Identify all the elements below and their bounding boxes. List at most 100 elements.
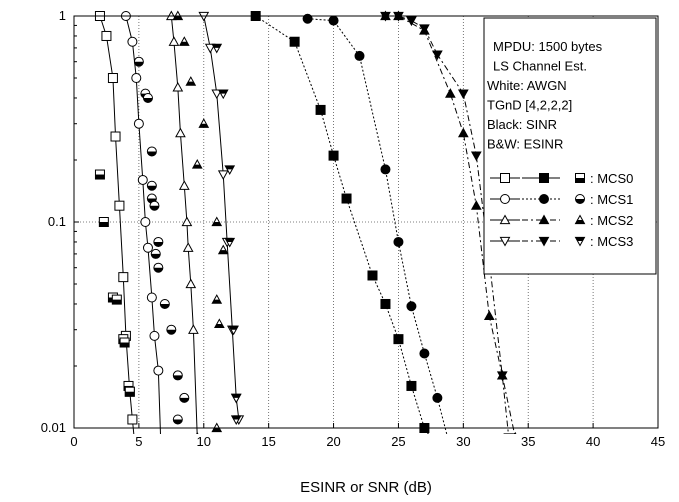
data-point (185, 278, 197, 289)
data-point (181, 216, 193, 227)
x-tick-label: 25 (391, 434, 405, 449)
data-point (114, 200, 125, 211)
x-tick-label: 10 (197, 434, 211, 449)
data-point (470, 200, 482, 210)
data-point (514, 431, 517, 434)
data-point (419, 348, 430, 359)
data-point (101, 30, 112, 41)
data-point (175, 127, 186, 138)
legend-marker-white (500, 173, 510, 183)
data-point-fill (218, 250, 228, 254)
legend-marker-white (500, 194, 510, 204)
data-point (127, 414, 138, 425)
series-mcs0-black (250, 11, 430, 434)
data-point (419, 24, 430, 34)
x-tick-label: 15 (261, 434, 275, 449)
series-mcs1-white (120, 11, 164, 434)
legend-marker-half-fill (575, 199, 585, 204)
legend: MPDU: 1500 bytes LS Channel Est. White: AW… (483, 17, 657, 275)
data-point (217, 170, 229, 181)
series-line (203, 15, 240, 420)
data-point (457, 127, 469, 138)
legend-text-line: TGnD [4,2,2,2] (487, 98, 572, 113)
data-point (140, 217, 151, 227)
data-point (406, 16, 417, 27)
axis-ticks: 0 5 10 15 20 25 30 35 40 45 0.01 0.1 1 (41, 8, 666, 449)
x-tick-label: 5 (135, 434, 142, 449)
data-point-fill (231, 394, 241, 398)
series-line (170, 15, 198, 434)
data-point (289, 36, 300, 47)
data-point (380, 298, 391, 309)
data-point (445, 88, 456, 98)
x-tick-label: 20 (326, 434, 340, 449)
data-point-fill (125, 391, 135, 397)
data-point-fill (186, 81, 196, 86)
data-point-fill (179, 41, 189, 46)
data-point-fill (151, 253, 161, 259)
legend-entry-label: : MCS1 (590, 192, 633, 207)
data-point (406, 380, 417, 391)
legend-text-line: White: AWGN (487, 78, 567, 93)
data-point (168, 36, 180, 46)
data-point-fill (199, 123, 209, 128)
data-point (172, 81, 184, 92)
legend-entry-label: : MCS2 (590, 213, 633, 228)
data-point (107, 73, 118, 84)
data-point (127, 36, 138, 47)
data-point (178, 180, 190, 190)
data-point-fill (173, 375, 183, 380)
data-point-fill (149, 205, 159, 211)
data-point (137, 174, 148, 185)
data-point (432, 50, 443, 61)
x-tick-label: 0 (70, 434, 77, 449)
x-tick-label: 30 (456, 434, 470, 449)
data-point-fill (153, 241, 163, 247)
series-line (99, 15, 135, 434)
legend-entry-label: : MCS3 (590, 234, 633, 249)
series-mcs1-black (302, 13, 448, 434)
data-point (354, 50, 365, 61)
legend-marker-half-fill (575, 178, 585, 183)
legend-marker-black (539, 173, 549, 183)
data-point (380, 164, 391, 175)
legend-marker-white (499, 236, 511, 247)
series-mcs2-white (165, 10, 199, 434)
data-point (393, 334, 404, 345)
data-point (367, 270, 378, 281)
series-mcs0-half (94, 169, 135, 397)
series-mcs2-half (172, 10, 229, 433)
data-point (483, 310, 495, 321)
data-point (204, 43, 216, 54)
data-point (142, 242, 153, 253)
data-point (146, 292, 157, 303)
data-point (328, 150, 339, 161)
legend-marker-black (538, 214, 550, 225)
data-point (503, 433, 515, 434)
data-point (149, 330, 160, 341)
data-point (457, 89, 469, 100)
data-point-fill (147, 151, 157, 156)
series-mcs3-half (211, 43, 242, 426)
y-tick-label: 0.1 (48, 214, 66, 229)
data-point (341, 193, 352, 204)
data-point-fill (212, 222, 222, 226)
series-mcs1-half (133, 56, 190, 425)
data-point-fill (225, 165, 235, 170)
data-point (406, 301, 417, 312)
data-point-fill (120, 342, 130, 348)
data-point-fill (134, 61, 144, 67)
data-point (118, 272, 129, 283)
data-point (110, 131, 121, 142)
legend-marker-white (499, 214, 511, 225)
data-point (315, 104, 326, 115)
legend-marker-black (538, 236, 550, 247)
legend-text-line: LS Channel Est. (493, 59, 587, 74)
data-point-fill (143, 97, 153, 103)
data-point-fill (229, 326, 239, 330)
data-point-fill (147, 185, 157, 191)
data-point (211, 89, 223, 100)
data-point (328, 15, 339, 26)
data-point-fill (214, 323, 224, 328)
